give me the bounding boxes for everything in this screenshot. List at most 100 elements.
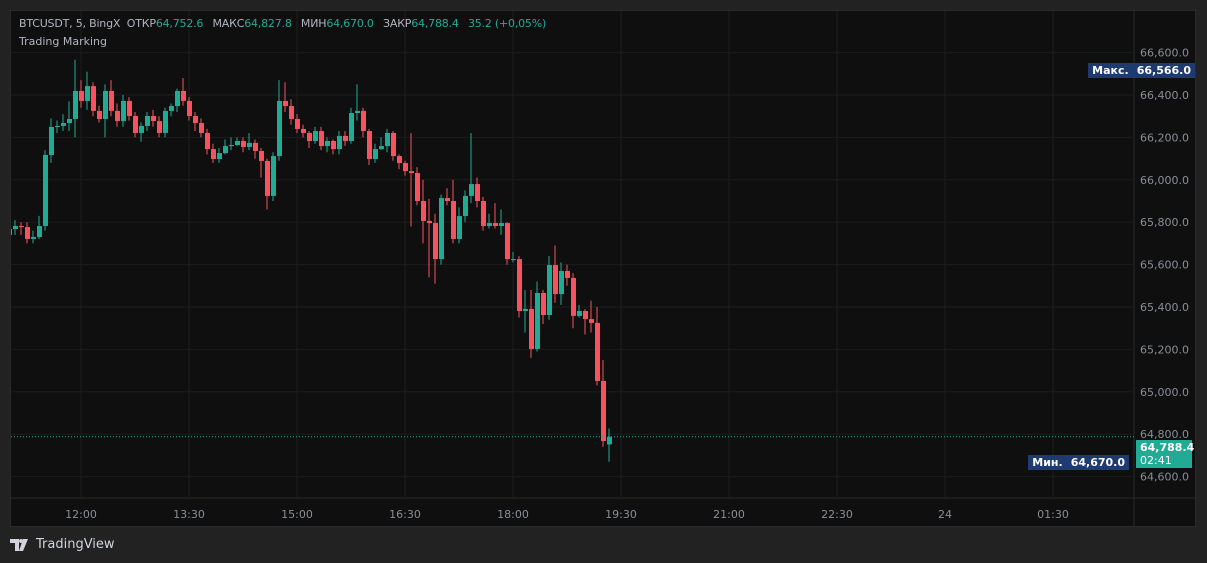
candle-body [283, 100, 288, 107]
candle-body [361, 110, 366, 132]
candle-body [295, 118, 300, 129]
candle-body [397, 156, 402, 164]
candle-body [403, 163, 408, 172]
candle-body [367, 131, 372, 160]
candle-body [31, 237, 36, 239]
min-tag-label: Мин. [1032, 456, 1063, 469]
candle-body [187, 100, 192, 116]
price-tick-label: 64,800.0 [1140, 428, 1189, 441]
candle-body [217, 153, 222, 160]
candle-body [463, 195, 468, 217]
candle-body [553, 265, 558, 295]
price-tick-label: 66,000.0 [1140, 174, 1189, 187]
candle-body [55, 125, 60, 128]
time-tick-label: 24 [938, 508, 952, 521]
open-label: ОТКР [126, 17, 156, 30]
candle-body [535, 293, 540, 349]
candle-body [505, 223, 510, 260]
candle-body [73, 90, 78, 119]
candle-body [409, 171, 414, 174]
tradingview-logo[interactable]: TradingView [10, 537, 115, 552]
tradingview-logo-icon [10, 538, 28, 551]
candle-body [313, 131, 318, 142]
candle-body [133, 115, 138, 133]
candle-body [157, 121, 162, 133]
price-tick-label: 65,000.0 [1140, 386, 1189, 399]
candle-body [169, 106, 174, 111]
candle-body [571, 277, 576, 316]
candle-body [373, 149, 378, 160]
candle-body [91, 86, 96, 111]
candle-body [151, 115, 156, 122]
candle-body [193, 115, 198, 123]
candle-body [139, 125, 144, 133]
candle-body [229, 145, 234, 147]
min-tag-value: 64,670.0 [1070, 456, 1125, 469]
candle-body [421, 201, 426, 221]
time-tick-label: 18:00 [497, 508, 529, 521]
close-value: 64,788.4 [411, 17, 459, 30]
candle-body [511, 259, 516, 261]
candle-body [439, 198, 444, 260]
time-tick-label: 13:30 [173, 508, 205, 521]
candle-body [109, 90, 114, 111]
price-tick-label: 65,600.0 [1140, 259, 1189, 272]
time-tick-label: 01:30 [1037, 508, 1069, 521]
candle-body [25, 227, 30, 239]
candle-body [541, 293, 546, 316]
symbol-info: BTCUSDT, 5, BingX [19, 17, 121, 30]
max-tag-label: Макс. [1092, 64, 1129, 77]
candle-body [205, 132, 210, 150]
candle-body [469, 184, 474, 196]
candle-body [79, 90, 84, 101]
candle-body [199, 122, 204, 133]
candle-body [277, 100, 282, 157]
candle-body [211, 149, 216, 160]
candle-body [127, 100, 132, 116]
candle-body [13, 226, 18, 229]
candle-body [337, 135, 342, 150]
candle-body [529, 308, 534, 349]
price-tick-label: 65,800.0 [1140, 216, 1189, 229]
candle-body [589, 319, 594, 323]
candle-body [241, 141, 246, 147]
candle-body [499, 223, 504, 227]
max-tag-value: 66,566.0 [1136, 64, 1191, 77]
price-tick-label: 64,600.0 [1140, 471, 1189, 484]
indicator-label[interactable]: Trading Marking [19, 35, 107, 48]
candle-body [475, 184, 480, 201]
candle-body [331, 141, 336, 150]
candle-body [517, 259, 522, 312]
chart-panel[interactable]: 66,600.0 66,400.0 66,200.0 66,000.0 65,800.0… [10, 10, 1196, 527]
candlestick-chart[interactable]: 66,600.0 66,400.0 66,200.0 66,000.0 65,800.0… [11, 11, 1195, 526]
high-value: 64,827.8 [244, 17, 292, 30]
candle-body [37, 226, 42, 238]
candle-body [493, 223, 498, 227]
candle-body [385, 132, 390, 147]
bar-countdown: 02:41 [1140, 454, 1172, 467]
open-value: 64,752.6 [155, 17, 204, 30]
candle-body [451, 201, 456, 239]
change-value: 35.2 (+0,05%) [467, 17, 547, 30]
candle-body [223, 146, 228, 154]
close-label: ЗАКР [383, 17, 412, 30]
candle-body [379, 146, 384, 150]
candle-body [523, 308, 528, 312]
candle-body [271, 156, 276, 196]
candle-body [415, 173, 420, 201]
low-value: 64,670.0 [326, 17, 374, 30]
candle-body [427, 220, 432, 224]
candle-body [85, 86, 90, 101]
candle-body [145, 115, 150, 126]
candle-body [253, 142, 258, 151]
max-tag: Макс. 66,566.0 [1088, 63, 1195, 78]
candle-body [355, 110, 360, 114]
candle-body [115, 110, 120, 122]
candle-body [121, 100, 126, 122]
candle-body [163, 110, 168, 133]
candle-body [103, 90, 108, 119]
candle-body [457, 216, 462, 239]
time-tick-label: 21:00 [713, 508, 745, 521]
time-tick-label: 22:30 [821, 508, 853, 521]
candle-body [487, 223, 492, 227]
